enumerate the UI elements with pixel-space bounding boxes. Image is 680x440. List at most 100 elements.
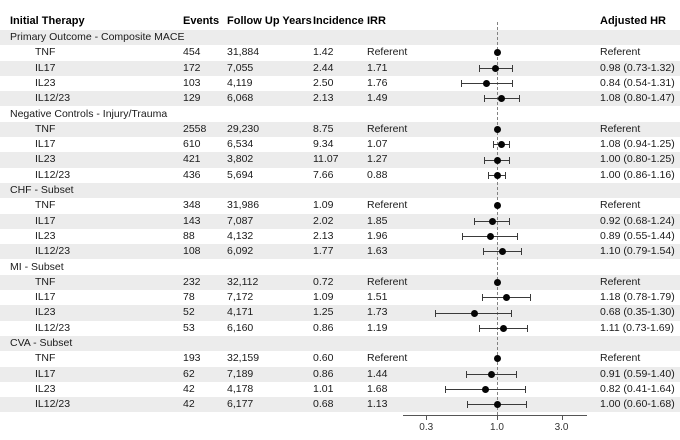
table-row: IL12/23 53 6,160 0.86 1.19 1.11 (0.73-1.69) <box>0 321 680 336</box>
cell-events: 436 <box>183 168 201 181</box>
table-row: IL17 78 7,172 1.09 1.51 1.18 (0.78-1.79) <box>0 290 680 305</box>
cell-incidence: 0.86 <box>313 367 334 380</box>
ci-cap-right <box>509 141 511 149</box>
cell-events: 610 <box>183 138 201 151</box>
cell-irr: 1.68 <box>367 382 388 395</box>
cell-events: 53 <box>183 321 195 334</box>
cell-irr: Referent <box>367 46 408 59</box>
ci-cap-right <box>511 309 513 317</box>
cell-irr: 1.44 <box>367 367 388 380</box>
cell-incidence: 2.50 <box>313 76 334 89</box>
ci-cap-left <box>435 309 437 317</box>
cell-irr: 1.85 <box>367 214 388 227</box>
cell-therapy: IL12/23 <box>35 92 71 105</box>
cell-follow-up-years: 29,230 <box>227 122 260 135</box>
cell-events: 129 <box>183 92 201 105</box>
hr-point <box>493 49 501 57</box>
col-header-follow-up-years: Follow Up Years <box>227 15 312 27</box>
cell-adjusted-hr: Referent <box>600 352 641 365</box>
cell-incidence: 1.77 <box>313 245 334 258</box>
table-row: IL12/23 108 6,092 1.77 1.63 1.10 (0.79-1.54) <box>0 244 680 260</box>
cell-therapy: IL23 <box>35 382 56 395</box>
cell-adjusted-hr: 1.00 (0.86-1.16) <box>600 168 675 181</box>
cell-therapy: IL17 <box>35 214 56 227</box>
cell-therapy: TNF <box>35 122 56 135</box>
cell-irr: 1.51 <box>367 291 388 304</box>
cell-adjusted-hr: 1.10 (0.79-1.54) <box>600 245 675 258</box>
cell-adjusted-hr: 0.82 (0.41-1.64) <box>600 382 675 395</box>
ci-cap-left <box>474 217 476 225</box>
ci-cap-left <box>461 233 463 241</box>
cell-adjusted-hr: Referent <box>600 275 641 288</box>
cell-incidence: 1.25 <box>313 306 334 319</box>
ci-cap-right <box>526 324 528 332</box>
x-axis-tick <box>497 416 498 420</box>
cell-irr: 0.88 <box>367 168 388 181</box>
col-header-irr: IRR <box>367 15 386 27</box>
hr-point <box>493 401 501 409</box>
cell-irr: 1.27 <box>367 153 388 166</box>
table-row: TNF 348 31,986 1.09 Referent Referent <box>0 198 680 213</box>
table-row: IL23 88 4,132 2.13 1.96 0.89 (0.55-1.44) <box>0 229 680 244</box>
ci-cap-left <box>483 95 485 103</box>
cell-therapy: TNF <box>35 352 56 365</box>
cell-events: 172 <box>183 61 201 74</box>
ci-cap-right <box>504 171 506 179</box>
cell-incidence: 0.86 <box>313 321 334 334</box>
table-row: IL17 143 7,087 2.02 1.85 0.92 (0.68-1.24) <box>0 213 680 229</box>
cell-irr: 1.13 <box>367 398 388 411</box>
cell-irr: 1.63 <box>367 245 388 258</box>
cell-events: 232 <box>183 275 201 288</box>
cell-follow-up-years: 32,112 <box>227 275 259 288</box>
cell-irr: Referent <box>367 352 408 365</box>
cell-therapy: TNF <box>35 275 56 288</box>
cell-adjusted-hr: Referent <box>600 199 641 212</box>
cell-incidence: 11.07 <box>313 153 339 166</box>
ci-cap-right <box>511 80 513 88</box>
table-row: IL23 52 4,171 1.25 1.73 0.68 (0.35-1.30) <box>0 305 680 321</box>
table-row: IL12/23 436 5,694 7.66 0.88 1.00 (0.86-1.16) <box>0 168 680 183</box>
section-title: Negative Controls - Injury/Trauma <box>10 107 168 120</box>
x-axis-tick-label: 0.3 <box>419 422 434 433</box>
hr-point <box>483 80 491 88</box>
cell-events: 143 <box>183 214 201 227</box>
hr-point <box>488 217 496 225</box>
cell-follow-up-years: 32,159 <box>227 352 260 365</box>
cell-irr: 1.71 <box>367 61 388 74</box>
cell-adjusted-hr: 0.98 (0.73-1.32) <box>600 61 675 74</box>
ci-cap-right <box>517 233 519 241</box>
cell-follow-up-years: 4,171 <box>227 306 254 319</box>
cell-follow-up-years: 6,068 <box>227 92 254 105</box>
cell-follow-up-years: 4,178 <box>227 382 254 395</box>
cell-follow-up-years: 31,986 <box>227 199 260 212</box>
section-row: CVA - Subset <box>0 336 680 352</box>
cell-irr: 1.76 <box>367 76 388 89</box>
section-row: CHF - Subset <box>0 183 680 199</box>
table-row: IL17 62 7,189 0.86 1.44 0.91 (0.59-1.40) <box>0 366 680 382</box>
cell-incidence: 1.01 <box>313 382 334 395</box>
cell-irr: 1.19 <box>367 321 388 334</box>
cell-adjusted-hr: 1.00 (0.60-1.68) <box>600 398 675 411</box>
ci-cap-right <box>512 64 514 72</box>
hr-point <box>493 355 501 363</box>
ci-cap-left <box>493 141 495 149</box>
cell-therapy: IL23 <box>35 306 56 319</box>
cell-adjusted-hr: 0.91 (0.59-1.40) <box>600 367 675 380</box>
ci-cap-left <box>482 294 484 302</box>
hr-point <box>493 156 501 164</box>
ci-cap-right <box>530 294 532 302</box>
x-axis-line <box>403 415 587 416</box>
hr-point <box>499 324 507 332</box>
table-row: IL23 103 4,119 2.50 1.76 0.84 (0.54-1.31) <box>0 76 680 91</box>
cell-adjusted-hr: Referent <box>600 122 641 135</box>
ci-cap-right <box>525 386 527 394</box>
cell-incidence: 1.09 <box>313 291 334 304</box>
cell-follow-up-years: 7,172 <box>227 291 254 304</box>
cell-therapy: IL17 <box>35 367 56 380</box>
cell-therapy: TNF <box>35 46 56 59</box>
col-header-events: Events <box>183 15 220 27</box>
cell-events: 88 <box>183 229 195 242</box>
cell-follow-up-years: 7,087 <box>227 214 254 227</box>
cell-therapy: IL17 <box>35 61 56 74</box>
